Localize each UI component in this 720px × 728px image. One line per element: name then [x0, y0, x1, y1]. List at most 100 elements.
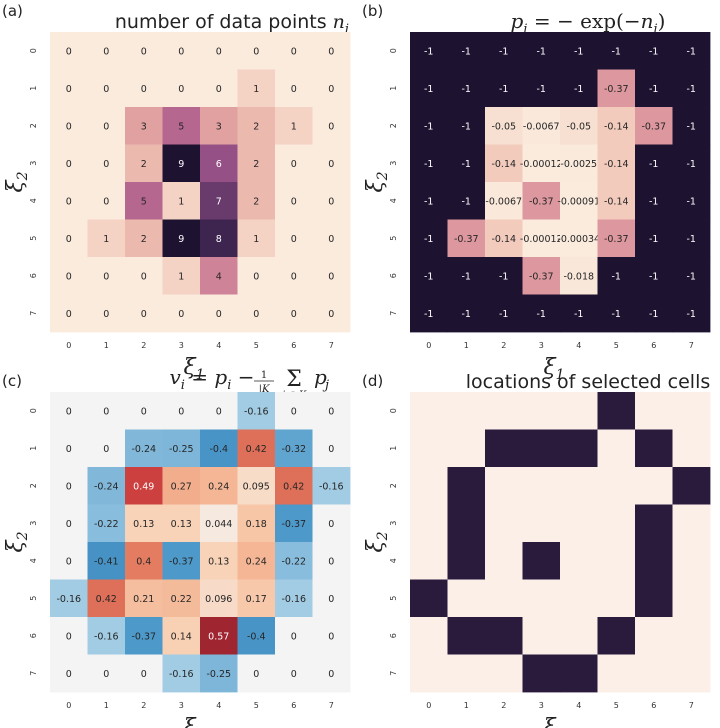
cell-value-label: -1: [649, 196, 658, 207]
x-tick-label: 5: [254, 701, 259, 710]
heatmap-cell: [672, 32, 711, 70]
cell-value-label: 1: [103, 234, 109, 245]
cell-value-label: -0.37: [604, 84, 629, 95]
x-axis-label: ξ1: [183, 715, 204, 728]
cell-value-label: 0: [328, 234, 334, 245]
cell-value-label: 6: [216, 159, 222, 170]
heatmap-cell: [447, 294, 486, 333]
cell-value-label: -1: [424, 309, 433, 320]
cell-value-label: -1: [574, 84, 583, 95]
cell-value-label: -0.16: [94, 631, 119, 642]
heatmap-cell: [162, 107, 201, 145]
heatmap-cell: [410, 219, 448, 258]
heatmap-cell: [522, 144, 561, 183]
heatmap-cell: [597, 219, 636, 258]
heatmap-cell: [87, 182, 126, 220]
cell-value-label: -0.16: [281, 594, 306, 605]
cell-value-label: 0: [291, 406, 297, 417]
cell-value-label: 0.24: [246, 556, 267, 567]
heatmap-cell: [447, 69, 486, 108]
cell-value-label: 2: [141, 234, 147, 245]
y-tick-label: 0: [29, 48, 38, 53]
cell-value-label: 9: [178, 234, 184, 245]
svg-text:j: j: [322, 378, 329, 393]
cell-value-label: 0: [66, 309, 72, 320]
heatmap-cell: [597, 617, 636, 655]
heatmap-cell: [162, 294, 201, 333]
heatmap-panel-c: (c)vi = pi − 1|KΣj ∈ Kpj00000-0.160000-0…: [2, 365, 351, 728]
heatmap-cell: [312, 579, 351, 618]
heatmap-cell: [162, 542, 201, 580]
cell-value-label: -0.32: [281, 444, 306, 455]
y-tick-label: 7: [389, 671, 398, 676]
cell-value-label: 5: [178, 121, 184, 132]
cell-value-label: -1: [687, 159, 696, 170]
heatmap-cell: [597, 392, 636, 430]
cell-value-label: 4: [216, 271, 222, 282]
heatmap-cell: [275, 294, 313, 333]
heatmap-cell: [447, 257, 486, 295]
heatmap-cell: [410, 504, 448, 543]
heatmap-cell: [672, 257, 711, 295]
x-tick-label: 3: [539, 701, 544, 710]
heatmap-cell: [162, 219, 201, 258]
heatmap-cell: [672, 429, 711, 468]
y-tick-label: 0: [29, 408, 38, 413]
y-tick-label: 3: [29, 521, 38, 526]
heatmap-cell: [410, 32, 448, 70]
cell-value-label: -0.0067: [523, 121, 560, 132]
cell-value-label: 0: [216, 406, 222, 417]
heatmap-cell: [50, 182, 88, 220]
cell-value-label: 0: [328, 444, 334, 455]
cell-value-label: 0: [216, 46, 222, 57]
cell-value-label: -0.14: [491, 234, 516, 245]
cell-value-label: 1: [253, 234, 259, 245]
y-tick-label: 7: [29, 671, 38, 676]
cell-value-label: 0.57: [208, 631, 229, 642]
cell-value-label: -0.018: [563, 271, 594, 282]
cell-value-label: 0: [291, 669, 297, 680]
heatmap-cell: [237, 32, 276, 70]
heatmap-cell: [672, 654, 711, 693]
cell-value-label: -0.37: [529, 196, 554, 207]
heatmap-cell: [312, 294, 351, 333]
heatmap-cell: [522, 107, 561, 145]
cell-value-label: 0.096: [205, 594, 232, 605]
cell-value-label: 0.42: [283, 481, 304, 492]
heatmap-cell: [200, 504, 238, 543]
heatmap-cell: [410, 69, 448, 108]
cell-value-label: -1: [649, 271, 658, 282]
cell-value-label: 0: [328, 271, 334, 282]
heatmap-cell: [485, 579, 523, 618]
heatmap-cell: [87, 617, 126, 655]
heatmap-cell: [87, 32, 126, 70]
cell-value-label: -0.41: [94, 556, 119, 567]
cell-value-label: 0: [253, 46, 259, 57]
heatmap-cell: [410, 182, 448, 220]
cell-value-label: 0.42: [246, 444, 267, 455]
heatmap-cell: [50, 654, 88, 693]
cell-value-label: -0.00012: [520, 234, 563, 245]
heatmap-cell: [560, 467, 598, 505]
cell-value-label: 0: [66, 406, 72, 417]
cell-value-label: 0: [253, 309, 259, 320]
heatmap-cell: [162, 144, 201, 183]
heatmap-cell: [485, 144, 523, 183]
heatmap-cell: [237, 294, 276, 333]
heatmap-cell: [485, 504, 523, 543]
cell-value-label: -1: [424, 196, 433, 207]
heatmap-cell: [87, 429, 126, 468]
cell-value-label: 0: [66, 631, 72, 642]
heatmap-cell: [200, 32, 238, 70]
y-tick-label: 1: [389, 86, 398, 91]
cell-value-label: -1: [499, 46, 508, 57]
cell-value-label: 0: [328, 309, 334, 320]
y-axis-label: ξ2: [363, 531, 391, 552]
panel-label: (d): [362, 372, 383, 390]
x-tick-label: 7: [329, 701, 334, 710]
x-tick-label: 2: [501, 701, 506, 710]
heatmap-cell: [447, 504, 486, 543]
heatmap-cell: [672, 182, 711, 220]
cell-value-label: -0.16: [56, 594, 81, 605]
heatmap-cell: [560, 219, 598, 258]
